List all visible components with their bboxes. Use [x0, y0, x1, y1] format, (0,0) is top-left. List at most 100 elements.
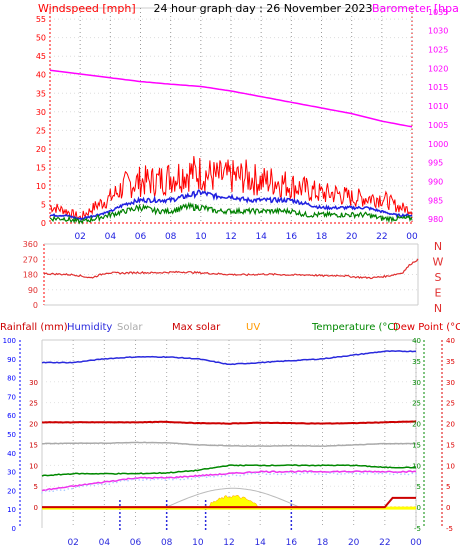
dew-scatter-point [44, 490, 47, 492]
wind-y-tick: 30 [36, 108, 46, 117]
temp-y-tick: 0 [417, 504, 421, 512]
legend-entry: Solar [117, 322, 143, 333]
dew-scatter-point [318, 473, 320, 475]
dew-scatter-point [228, 475, 230, 478]
multi-x-tick: 06 [130, 538, 142, 548]
dew-scatter-point [295, 472, 298, 475]
dew-scatter-point [198, 476, 200, 479]
wind-x-tick: 04 [105, 232, 117, 242]
multi-x-tick: 08 [161, 538, 173, 548]
dew-scatter-point [415, 473, 417, 475]
compass-label: W [433, 256, 444, 269]
wind-direction-series [43, 258, 419, 280]
rain-y-tick: 20 [7, 487, 16, 495]
wind-avg-series [49, 188, 413, 221]
dew-scatter-point [205, 476, 208, 479]
dew-point-series [41, 470, 417, 492]
dew-scatter-point [254, 472, 256, 475]
dew-scatter-point [288, 471, 290, 474]
dew-scatter-point [123, 479, 126, 482]
dew-scatter-point [187, 477, 189, 480]
multi-x-tick: 20 [348, 538, 360, 548]
dew-scatter-point [52, 490, 54, 493]
dew-scatter-point [172, 478, 174, 481]
dew-scatter-point [310, 471, 313, 474]
multi-x-tick: 04 [99, 538, 111, 548]
dew-scatter-point [284, 473, 286, 476]
wind-low-series [49, 201, 413, 225]
temp-y-tick: 35 [412, 358, 421, 366]
temp-y-tick: 20 [412, 421, 421, 429]
solar-y-tick: 10 [29, 462, 38, 470]
wind-gust-series [49, 156, 413, 221]
compass-label: E [435, 287, 442, 300]
dew-scatter-point [183, 478, 185, 481]
dew-scatter-point [86, 484, 88, 487]
solar-y-tick: 30 [29, 379, 38, 387]
dew-scatter-point [101, 483, 103, 486]
dew-y-tick: 25 [446, 400, 455, 408]
dew-scatter-point [116, 481, 118, 484]
dew-scatter-point [366, 473, 369, 475]
wind-y-tick: 40 [36, 71, 46, 80]
dew-scatter-point [299, 473, 301, 476]
dew-scatter-point [134, 478, 137, 481]
dew-scatter-point [89, 484, 92, 486]
temp-y-tick: 40 [412, 337, 421, 345]
baro-y-tick: 1020 [428, 64, 448, 73]
dew-scatter-point [303, 472, 305, 474]
dew-scatter-point [400, 473, 402, 476]
chart-title: 24 hour graph day : 26 November 2023 [153, 2, 372, 15]
dew-scatter-point [127, 479, 129, 482]
compass-label: N [434, 240, 442, 253]
baro-y-tick: 1025 [428, 45, 448, 54]
legend-entry: Max solar [172, 322, 221, 333]
temp-y-tick: 5 [417, 483, 421, 491]
wind-y-tick: 20 [36, 145, 46, 154]
dew-scatter-point [351, 472, 354, 475]
wind-y-tick: 25 [36, 126, 46, 135]
dir-y-tick: 360 [23, 240, 38, 249]
dew-scatter-point [265, 473, 268, 476]
rain-y-tick: 100 [3, 337, 16, 345]
dir-y-tick: 90 [28, 286, 38, 295]
multi-x-tick: 16 [286, 538, 298, 548]
temp-y-tick: 15 [412, 441, 421, 449]
wind-y-tick: 10 [36, 182, 46, 191]
solar-y-tick: 25 [29, 400, 38, 408]
temp-y-tick: 30 [412, 379, 421, 387]
dew-scatter-point [385, 472, 387, 474]
baro-y-tick: 1000 [428, 140, 448, 149]
wind-y-tick: 55 [36, 15, 46, 24]
dew-scatter-point [213, 475, 215, 478]
dew-scatter-point [370, 471, 372, 474]
dew-scatter-point [291, 472, 294, 475]
dew-scatter-point [239, 475, 241, 477]
dew-y-tick: 5 [446, 483, 450, 491]
dew-scatter-point [392, 473, 395, 476]
compass-label: S [435, 271, 442, 284]
baro-y-tick: 990 [428, 178, 443, 187]
legend-entry: Dew Point (°C) [393, 322, 460, 333]
dew-scatter-point [59, 489, 62, 491]
dew-scatter-point [63, 489, 66, 492]
dew-scatter-point [131, 478, 133, 481]
dew-scatter-point [359, 473, 361, 475]
dew-scatter-point [217, 474, 219, 477]
dew-scatter-point [175, 477, 178, 480]
dew-scatter-point [74, 486, 77, 489]
wind-y-tick: 5 [41, 200, 46, 209]
baro-axis-label: Barometer [hpa] [372, 2, 460, 15]
wind-y-tick: 35 [36, 89, 46, 98]
barometer-series [49, 69, 413, 128]
multi-x-tick: 22 [379, 538, 390, 548]
dew-scatter-point [149, 479, 152, 481]
dew-scatter-point [389, 473, 391, 475]
wind-axis-label: Windspeed [mph] [38, 2, 136, 15]
dew-scatter-point [190, 478, 193, 480]
dew-scatter-point [108, 483, 111, 486]
dir-y-tick: 0 [33, 301, 38, 310]
dew-scatter-point [355, 472, 358, 475]
dew-scatter-point [41, 492, 43, 494]
dew-scatter-point [104, 483, 107, 485]
